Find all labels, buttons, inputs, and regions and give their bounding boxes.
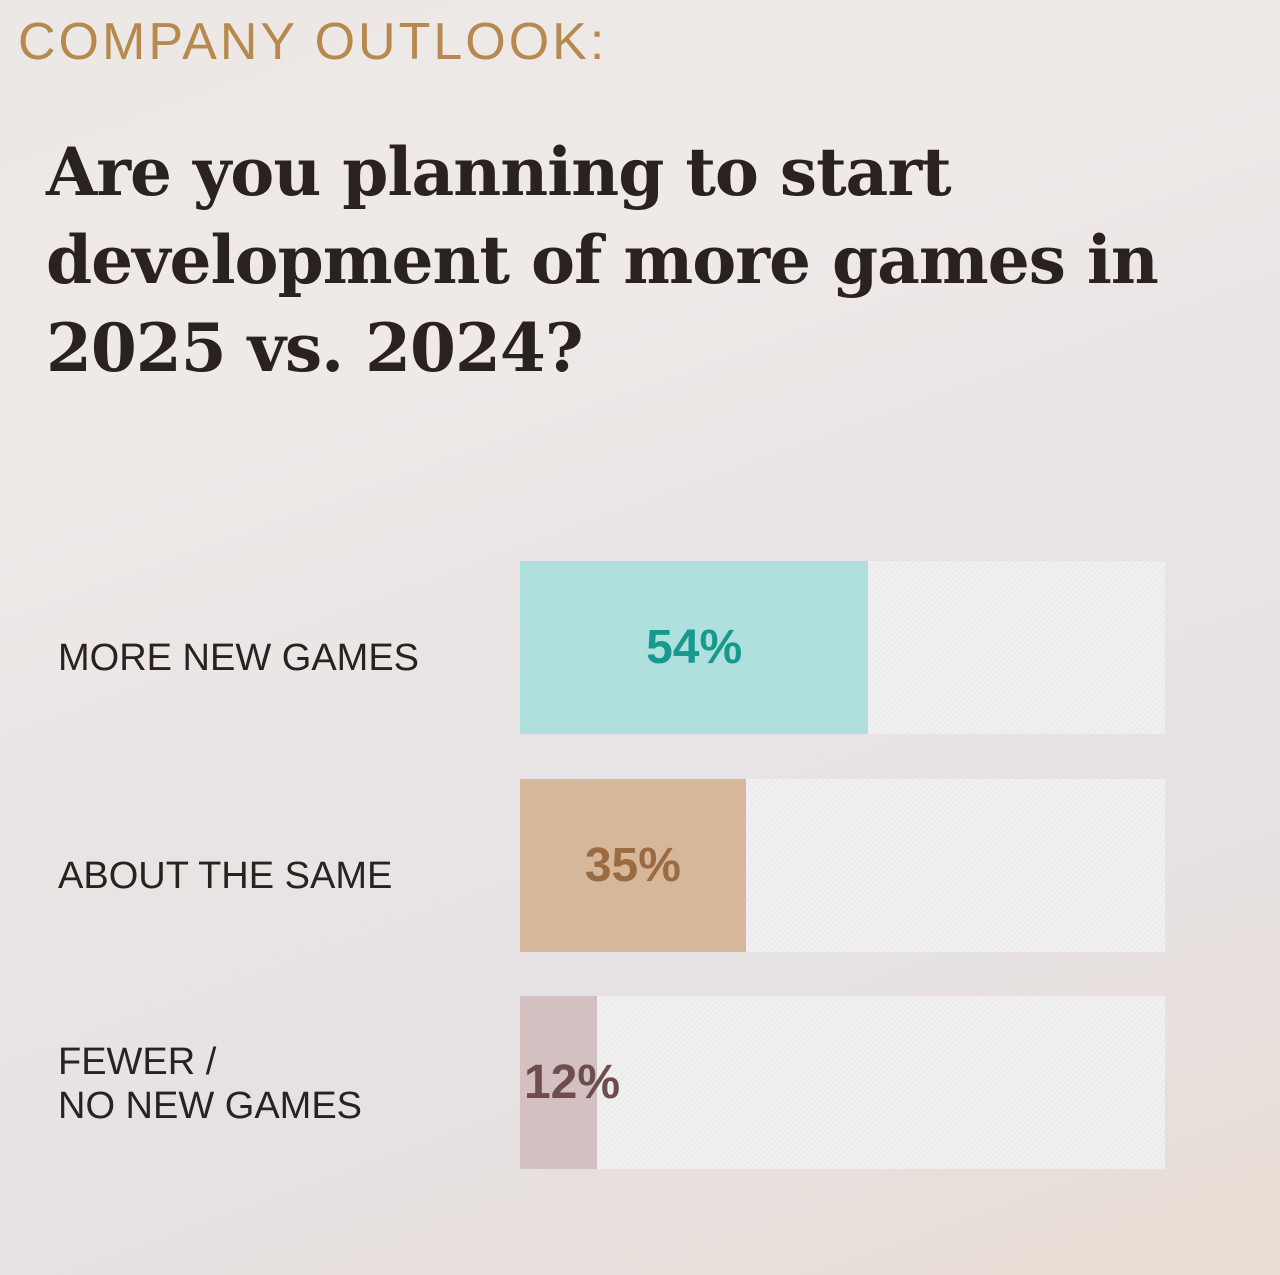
category-label: ABOUT THE SAME [58,855,393,897]
value-label: 54% [646,621,743,674]
bar [520,561,869,734]
kicker-title: COMPANY OUTLOOK: [18,13,608,71]
bar-track: 35% [520,779,1165,952]
category-label: MORE NEW GAMES [58,637,420,679]
bar [520,779,746,952]
value-label: 12% [523,1056,621,1109]
bar-track: 12% [520,996,1165,1169]
bar [520,996,598,1169]
category-label: FEWER / NO NEW GAMES [58,1041,363,1127]
chart-title: Are you planning to start development of… [46,133,1159,387]
value-label: 35% [584,839,681,892]
bar-track: 54% [520,561,1165,734]
